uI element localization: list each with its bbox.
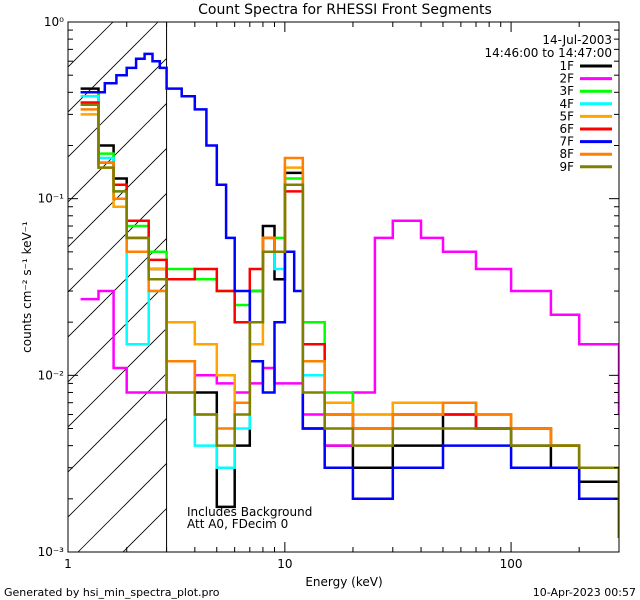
- background-note: Includes Background: [187, 505, 312, 519]
- series-6F: [80, 101, 619, 521]
- footer-generated-by: Generated by hsi_min_spectra_plot.pro: [4, 586, 220, 599]
- attenuator-note: Att A0, FDecim 0: [187, 517, 288, 531]
- legend-label-7F: 7F: [559, 135, 574, 149]
- hatch-line-2: [68, 22, 159, 113]
- hatch-line-0: [68, 22, 69, 23]
- axis-tick-labels: 1 10 100 10⁻³ 10⁻² 10⁻¹ 10⁰: [38, 15, 523, 571]
- legend-label-5F: 5F: [559, 109, 574, 123]
- plot-frame: [67, 21, 620, 553]
- time-range-label: 14:46:00 to 14:47:00: [485, 46, 612, 60]
- x-tick-label-0: 1: [64, 557, 72, 571]
- y-tick-label-3: 10⁰: [44, 15, 64, 29]
- footer-timestamp: 10-Apr-2023 00:57: [533, 586, 636, 599]
- x-axis-label: Energy (keV): [305, 575, 382, 589]
- x-tick-label-1: 10: [277, 557, 292, 571]
- chart-title: Count Spectra for RHESSI Front Segments: [198, 2, 492, 18]
- hatch-line-12: [77, 462, 167, 552]
- series-4F: [80, 94, 619, 521]
- legend-label-1F: 1F: [559, 59, 574, 73]
- series-7F: [80, 52, 619, 538]
- series-8F: [80, 108, 619, 538]
- legend-label-4F: 4F: [559, 97, 574, 111]
- series-1F: [80, 87, 619, 538]
- hatch-line-3: [68, 57, 167, 158]
- legend-label-2F: 2F: [559, 72, 574, 86]
- hatch-line-11: [68, 417, 167, 518]
- series-5F: [80, 113, 619, 521]
- series-layer: [80, 52, 619, 538]
- date-label: 14-Jul-2003: [542, 33, 612, 47]
- x-tick-label-2: 100: [500, 557, 523, 571]
- y-tick-label-1: 10⁻²: [38, 368, 65, 382]
- hatch-line-9: [68, 327, 167, 428]
- legend-label-9F: 9F: [559, 160, 574, 174]
- y-tick-label-0: 10⁻³: [38, 545, 65, 559]
- legend-label-8F: 8F: [559, 147, 574, 161]
- legend-label-6F: 6F: [559, 122, 574, 136]
- hatch-line-4: [68, 102, 167, 203]
- legend-label-3F: 3F: [559, 84, 574, 98]
- y-tick-label-2: 10⁻¹: [38, 192, 65, 206]
- axis-ticks: [68, 21, 620, 553]
- hatch-line-6: [68, 192, 167, 293]
- hatch-line-10: [68, 372, 167, 473]
- hatch-line-8: [68, 282, 167, 383]
- series-9F: [80, 103, 619, 538]
- series-3F: [80, 91, 619, 521]
- hatch-line-7: [68, 237, 167, 338]
- y-axis-label: counts cm⁻² s⁻¹ keV⁻¹: [20, 221, 34, 353]
